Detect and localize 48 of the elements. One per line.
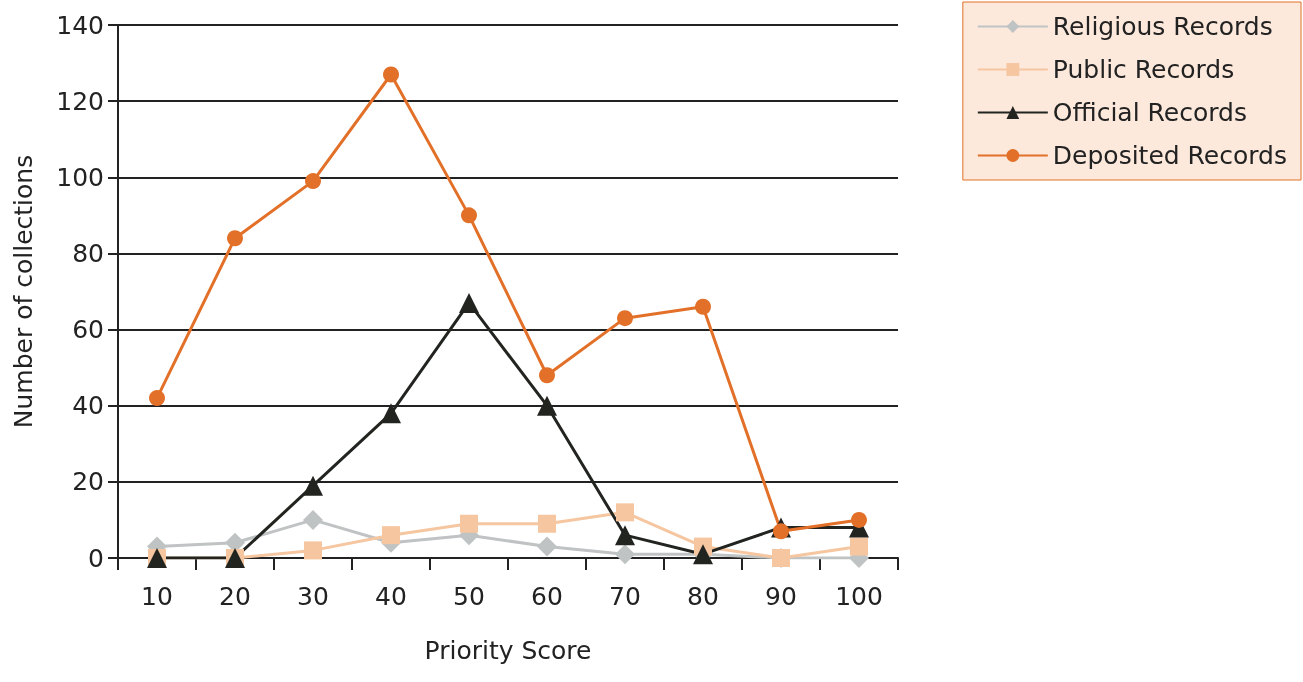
point [851, 511, 867, 528]
y-tick-label: 20 [72, 467, 104, 497]
point [303, 475, 323, 496]
x-tick-label: 30 [297, 582, 329, 611]
x-tick-label: 40 [375, 582, 407, 611]
point [459, 292, 479, 313]
point [149, 390, 165, 407]
point [461, 207, 477, 224]
point [615, 525, 635, 546]
legend-label: Religious Records [1052, 12, 1273, 41]
legend-label: Public Records [1052, 55, 1235, 84]
point [616, 503, 634, 522]
y-tick-label: 40 [72, 391, 104, 421]
y-tick-label: 140 [56, 10, 104, 40]
x-tick-label: 80 [687, 582, 719, 611]
point [382, 526, 400, 545]
y-tick-label: 80 [72, 238, 104, 268]
point [227, 230, 243, 247]
point [304, 541, 322, 560]
point [539, 367, 555, 384]
y-tick-label: 0 [88, 543, 104, 573]
point [381, 403, 401, 424]
x-tick-label: 50 [453, 582, 485, 611]
y-tick-label: 100 [56, 162, 104, 192]
x-tick-label: 100 [835, 582, 883, 611]
point [537, 536, 557, 557]
point [695, 298, 711, 315]
point [460, 514, 478, 533]
point [617, 310, 633, 327]
legend-label: Deposited Records [1052, 141, 1287, 170]
point [615, 544, 635, 565]
y-tick-label: 60 [72, 315, 104, 345]
x-tick-label: 20 [219, 582, 251, 611]
point [537, 395, 557, 416]
x-axis-title: Priority Score [424, 636, 592, 665]
legend-label: Official Records [1052, 98, 1247, 127]
point [303, 509, 323, 530]
y-axis-title: Number of collections [9, 154, 38, 429]
y-tick-label: 120 [56, 86, 104, 116]
x-tick-label: 70 [609, 582, 641, 611]
point [773, 523, 789, 540]
x-tick-label: 60 [531, 582, 563, 611]
point [305, 173, 321, 190]
point [850, 537, 868, 556]
x-tick-label: 10 [141, 582, 173, 611]
point [538, 514, 556, 533]
point [383, 66, 399, 83]
x-tick-label: 90 [765, 582, 797, 611]
